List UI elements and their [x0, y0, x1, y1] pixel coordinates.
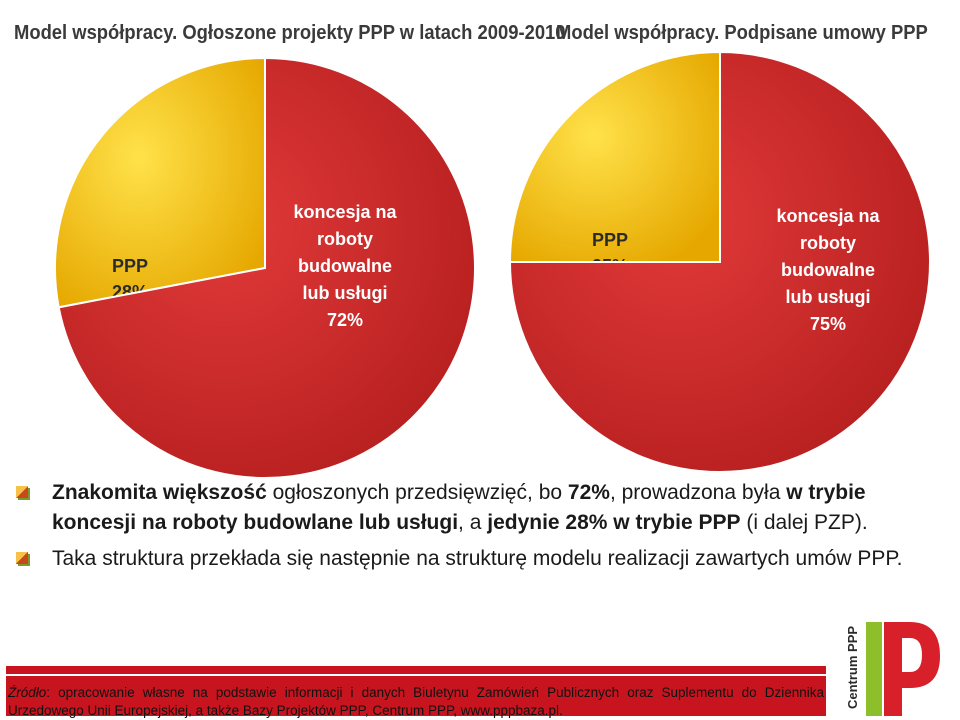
logo-p-icon — [866, 622, 940, 716]
slice-label-ppp-line-1: PPP — [112, 256, 148, 276]
bullet-1-part-2: ogłoszonych przedsięwzięć, bo — [266, 481, 568, 504]
bullet-1-part-8: (i dalej PZP). — [740, 511, 868, 534]
pie-slice-ppp — [508, 50, 721, 263]
bullet-item-1: Znakomita większość ogłoszonych przedsię… — [14, 478, 934, 538]
bullet-1-part-6: , a — [458, 511, 488, 534]
footer-source: Źródło: opracowanie własne na podstawie … — [8, 684, 824, 720]
bullet-1-part-7: jedynie 28% w trybie PPP — [487, 511, 741, 534]
slice-label-koncesja-line-2: roboty — [317, 229, 373, 249]
pie-slice-koncesja — [57, 56, 476, 479]
slice-label-ppp-line-1: PPP — [592, 230, 628, 250]
footer-source-label: Źródło — [8, 685, 47, 700]
slice-label-koncesja-line-3: budowalne — [781, 260, 875, 280]
bullet-text-1: Znakomita większość ogłoszonych przedsię… — [52, 481, 868, 534]
bullet-list: Znakomita większość ogłoszonych przedsię… — [14, 478, 934, 580]
slice-label-koncesja-line-4: lub usługi — [786, 287, 871, 307]
right-chart-title: Model współpracy. Podpisane umowy PPP — [556, 22, 928, 44]
pie-slice-koncesja — [508, 50, 931, 473]
centrum-ppp-logo: Centrum PPP — [840, 618, 950, 716]
slice-label-koncesja-line-4: lub usługi — [303, 283, 388, 303]
bullet-square-icon — [16, 552, 28, 564]
bullet-1-part-5: w trybie koncesji na roboty budowlane lu… — [52, 481, 866, 534]
bullet-2-part-1: Taka struktura przekłada się następnie n… — [52, 547, 903, 570]
bullet-square-icon — [16, 486, 28, 498]
bullet-text-2: Taka struktura przekłada się następnie n… — [52, 547, 903, 570]
footer-source-text: : opracowanie własne na podstawie inform… — [8, 685, 824, 718]
slice-label-koncesja-line-1: koncesja na — [293, 202, 397, 222]
slice-label-koncesja-line-3: budowalne — [298, 256, 392, 276]
bullet-1-part-3: 72% — [567, 481, 610, 504]
pie-slice-ppp — [54, 56, 266, 309]
slice-label-koncesja-line-5: 75% — [810, 314, 846, 334]
bullet-1-part-1: Znakomita większość — [52, 481, 267, 504]
slice-label-koncesja-line-1: koncesja na — [776, 206, 880, 226]
slice-label-koncesja-line-5: 72% — [327, 310, 363, 330]
footer-band — [6, 676, 826, 716]
bullet-1-part-4: , prowadzona była — [609, 481, 787, 504]
bullet-item-2: Taka struktura przekłada się następnie n… — [14, 544, 934, 574]
slice-label-koncesja-line-2: roboty — [800, 233, 856, 253]
footer-divider — [6, 666, 826, 674]
left-chart-title: Model współpracy. Ogłoszone projekty PPP… — [14, 22, 566, 44]
